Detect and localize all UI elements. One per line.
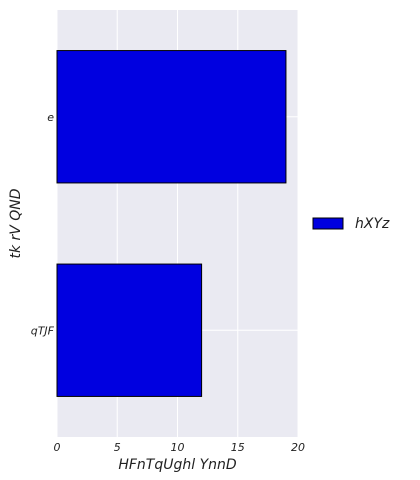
y-axis-label: tk rV QND — [8, 188, 24, 258]
y-tick-label: e — [47, 111, 54, 124]
x-tick-label: 20 — [291, 441, 305, 454]
legend-label: hXYz — [355, 216, 390, 232]
y-tick-label: qTJF — [31, 324, 55, 337]
x-tick-label: 5 — [114, 441, 121, 454]
legend-swatch — [312, 217, 344, 230]
y-tick-labels: e qTJF — [31, 111, 55, 338]
x-tick-label: 10 — [171, 441, 185, 454]
x-axis-label: HFnTqUghl YnnD — [118, 457, 237, 473]
bar-e — [56, 50, 287, 184]
x-tick-label: 15 — [231, 441, 245, 454]
bars — [56, 50, 287, 397]
x-tick-labels: 0 5 10 15 20 — [54, 441, 306, 454]
bar-qTJF — [56, 263, 203, 397]
x-tick-label: 0 — [54, 441, 61, 454]
legend: hXYz — [312, 216, 390, 232]
